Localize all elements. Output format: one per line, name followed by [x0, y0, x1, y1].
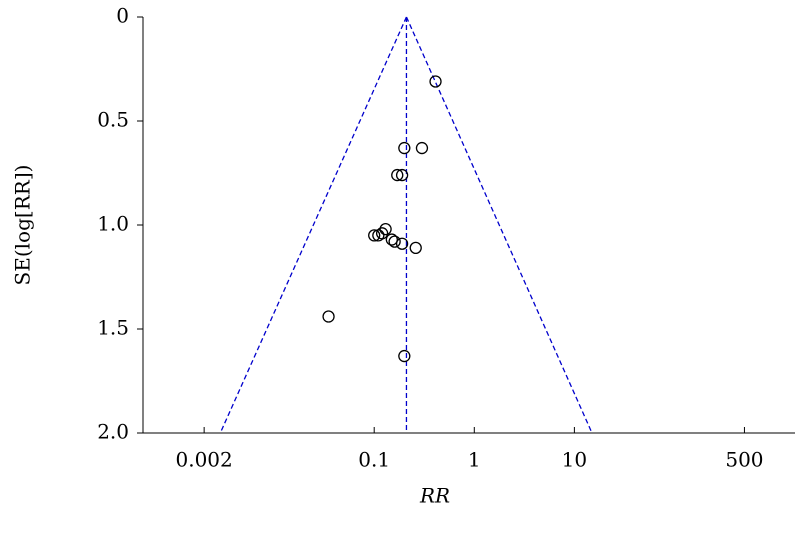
y-tick-label: 0	[116, 4, 129, 28]
study-point	[415, 141, 429, 155]
study-point	[379, 223, 392, 236]
y-tick-label: 0.5	[97, 108, 129, 132]
x-tick-label: 500	[725, 448, 763, 472]
study-point	[368, 229, 381, 242]
y-tick-label: 2.0	[97, 420, 129, 444]
x-tick-label: 1	[468, 448, 481, 472]
study-point	[372, 229, 385, 242]
study-point	[429, 75, 442, 88]
study-point	[398, 141, 411, 155]
study-point	[391, 168, 404, 182]
y-axis-label: SE(log[RR])	[11, 165, 35, 286]
study-point	[398, 349, 411, 363]
x-axis-label: RR	[419, 484, 450, 508]
funnel-left	[219, 16, 408, 434]
study-point	[395, 168, 409, 182]
study-point	[409, 241, 422, 255]
x-tick-label: 0.1	[358, 448, 390, 472]
x-tick-label: 0.002	[176, 448, 233, 472]
y-tick-label: 1.5	[97, 316, 129, 340]
study-point	[385, 233, 398, 246]
funnel-right	[405, 16, 593, 434]
y-tick-label: 1.0	[97, 212, 129, 236]
study-point	[395, 237, 409, 250]
x-tick-label: 10	[562, 448, 587, 472]
study-point	[322, 310, 335, 323]
study-point	[388, 235, 401, 248]
